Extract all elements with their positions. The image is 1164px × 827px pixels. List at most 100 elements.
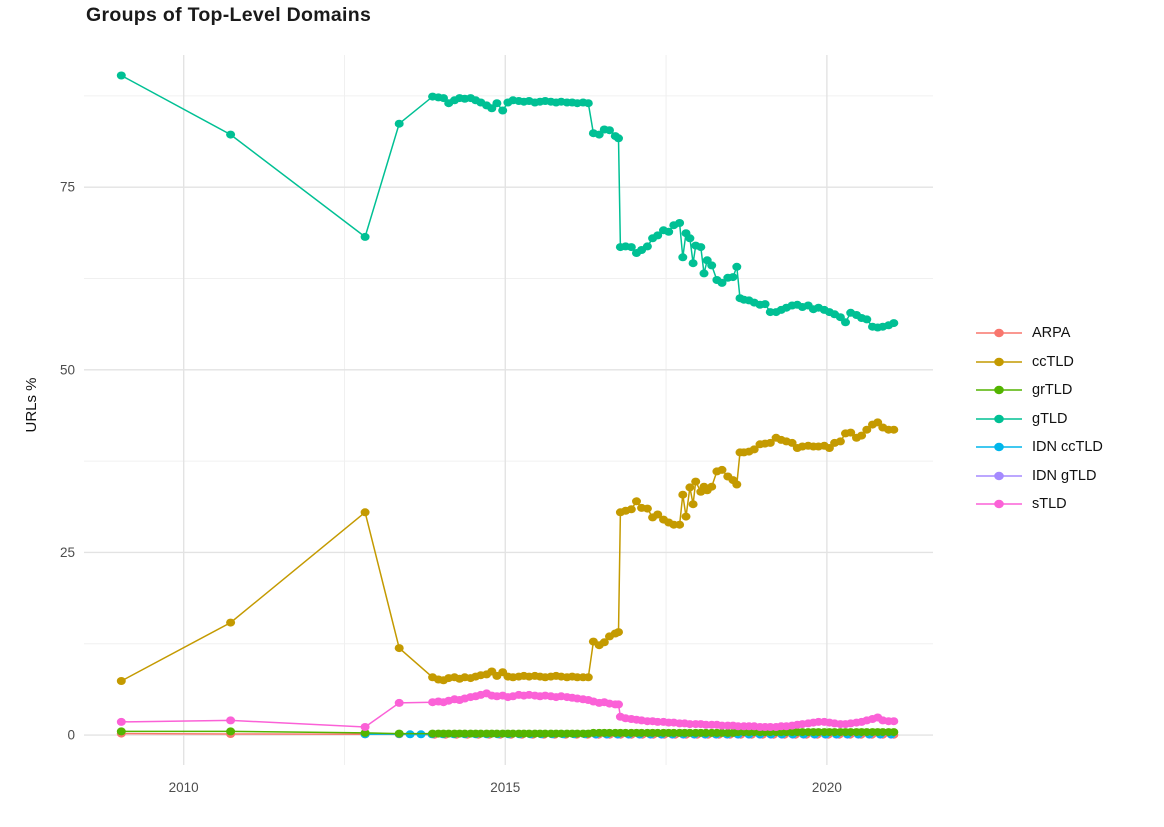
data-point — [626, 505, 636, 514]
data-point — [583, 673, 593, 682]
legend-label: ccTLD — [1032, 353, 1074, 370]
data-point — [862, 425, 872, 434]
data-point — [862, 315, 872, 324]
legend: ARPA ccTLD grTLD gTLD IDN ccTLD IDN gTLD sTLD — [975, 319, 1103, 519]
data-point — [498, 106, 508, 115]
data-point — [360, 723, 370, 731]
legend-key-icon — [976, 471, 1022, 480]
data-point — [116, 717, 126, 726]
data-point — [653, 231, 663, 240]
legend-key-icon — [976, 500, 1022, 509]
legend-label: sTLD — [1032, 496, 1067, 513]
legend-label: grTLD — [1032, 382, 1073, 399]
grid-minor-lines — [84, 55, 933, 765]
data-point — [787, 438, 797, 447]
legend-item-gtld: gTLD — [975, 405, 1103, 434]
data-point — [707, 261, 717, 270]
legend-key-icon — [976, 386, 1022, 395]
data-point — [749, 445, 759, 454]
data-point — [835, 313, 845, 322]
data-point — [760, 300, 770, 309]
legend-item-idn-cctld: IDN ccTLD — [975, 433, 1103, 462]
data-point — [226, 130, 236, 139]
legend-key-icon — [976, 357, 1022, 366]
y-tick-label: 25 — [60, 545, 75, 560]
data-point — [889, 425, 899, 434]
data-point — [675, 520, 685, 529]
data-point — [394, 644, 404, 653]
data-point — [707, 482, 717, 491]
data-point — [685, 483, 695, 492]
data-point — [688, 259, 698, 268]
legend-item-idn-gtld: IDN gTLD — [975, 462, 1103, 491]
data-point — [394, 729, 404, 738]
data-point — [360, 508, 370, 517]
data-point — [116, 727, 126, 736]
data-point — [116, 677, 126, 685]
chart-title: Groups of Top-Level Domains — [86, 4, 372, 26]
data-point — [360, 232, 370, 241]
data-point — [688, 500, 698, 509]
data-point — [653, 510, 663, 519]
data-point — [583, 99, 593, 108]
data-point — [605, 126, 614, 135]
data-point — [846, 428, 856, 437]
data-point — [394, 119, 404, 128]
legend-item-arpa: ARPA — [975, 319, 1103, 348]
axis-tick-labels: 0 25 50 75 2010 2015 2020 — [60, 180, 842, 795]
x-tick-label: 2020 — [812, 780, 842, 795]
y-tick-label: 75 — [60, 180, 75, 195]
data-point — [642, 504, 652, 513]
data-point — [835, 437, 845, 446]
y-tick-label: 0 — [67, 728, 75, 743]
data-point — [841, 318, 850, 327]
data-point — [678, 490, 688, 499]
data-point — [664, 227, 674, 236]
data-point — [889, 717, 899, 726]
data-point — [614, 628, 623, 637]
data-point — [632, 497, 641, 506]
legend-item-cctld: ccTLD — [975, 348, 1103, 377]
data-point — [439, 94, 448, 103]
data-point — [681, 512, 691, 521]
data-point — [678, 253, 688, 262]
legend-label: IDN ccTLD — [1032, 439, 1103, 456]
data-point — [226, 618, 236, 627]
data-point — [824, 444, 834, 452]
series-gtld — [116, 71, 899, 332]
data-point — [685, 234, 695, 243]
data-point — [765, 438, 775, 447]
legend-key-icon — [976, 329, 1022, 338]
data-point — [699, 269, 709, 278]
data-point — [696, 243, 706, 252]
data-point — [626, 243, 636, 252]
data-point — [360, 728, 370, 737]
legend-label: IDN gTLD — [1032, 467, 1097, 484]
data-point — [226, 727, 236, 736]
x-tick-label: 2015 — [490, 780, 520, 795]
legend-item-grtld: grTLD — [975, 376, 1103, 405]
legend-key-icon — [976, 443, 1022, 452]
data-point — [594, 130, 604, 139]
legend-key-icon — [976, 414, 1022, 423]
data-point — [226, 716, 236, 725]
data-point — [857, 431, 867, 440]
data-point — [599, 638, 609, 647]
legend-item-stld: sTLD — [975, 490, 1103, 519]
data-point — [614, 134, 623, 143]
x-tick-label: 2010 — [169, 780, 199, 795]
legend-label: ARPA — [1032, 325, 1071, 342]
series-cctld — [116, 418, 899, 685]
data-point — [691, 477, 701, 486]
data-point — [732, 480, 742, 489]
data-point — [732, 262, 742, 271]
data-point — [394, 698, 404, 707]
data-point — [873, 418, 883, 427]
data-point — [614, 700, 623, 709]
series-grtld — [116, 727, 899, 738]
data-point — [717, 465, 727, 474]
data-point — [487, 104, 497, 113]
data-point — [116, 71, 126, 80]
